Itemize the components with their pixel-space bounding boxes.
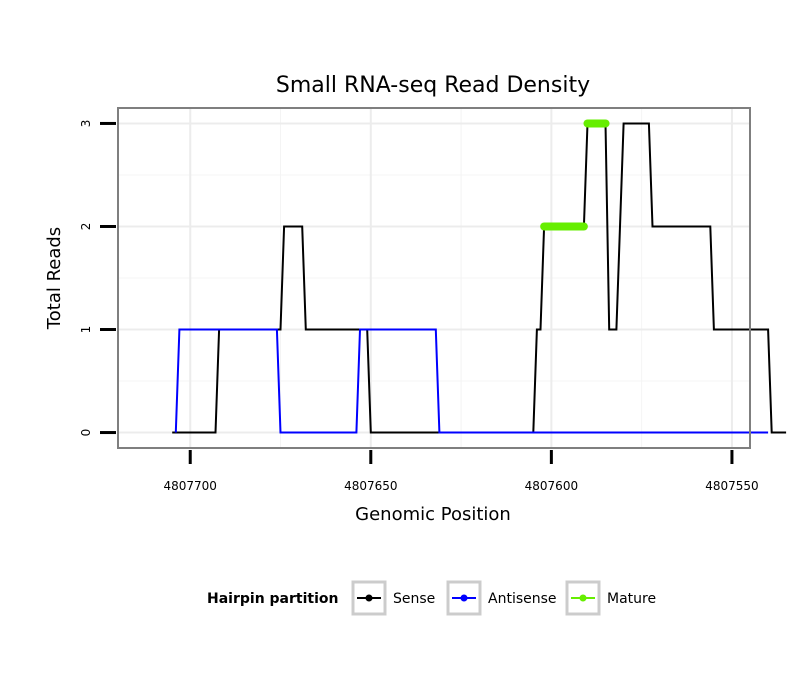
grid [118, 108, 750, 448]
legend-label-sense: Sense [393, 591, 435, 607]
plot-border [117, 107, 751, 449]
y-tick-label: 1 [79, 326, 93, 334]
legend-point-sense [365, 594, 373, 602]
legend-point-antisense [460, 594, 468, 602]
legend-title: Hairpin partition [207, 591, 338, 607]
legend-item-mature[interactable]: Mature [565, 580, 656, 616]
legend-label-antisense: Antisense [488, 591, 557, 607]
x-tick-label: 4807650 [344, 479, 397, 493]
y-axis-title: Total Reads [44, 227, 65, 330]
legend-item-sense[interactable]: Sense [351, 580, 435, 616]
y-tick-label: 0 [79, 429, 93, 437]
series-layer [172, 119, 787, 434]
legend-point-mature [579, 594, 587, 602]
legend-label-mature: Mature [607, 591, 656, 607]
legend: Hairpin partition Sense Antisense Mature [207, 580, 656, 616]
chart-title: Small RNA-seq Read Density [276, 73, 590, 98]
x-tick-label: 4807700 [164, 479, 217, 493]
y-tick-label: 3 [79, 120, 93, 128]
y-tick-label: 2 [79, 223, 93, 231]
x-axis: 4807700 4807650 4807600 4807550 [164, 450, 759, 493]
legend-item-antisense[interactable]: Antisense [446, 580, 557, 616]
x-tick-label: 4807600 [525, 479, 578, 493]
x-tick-label: 4807550 [705, 479, 758, 493]
series-line-antisense [174, 328, 769, 434]
x-axis-title: Genomic Position [355, 504, 511, 525]
y-axis: 0 1 2 3 [79, 120, 116, 437]
